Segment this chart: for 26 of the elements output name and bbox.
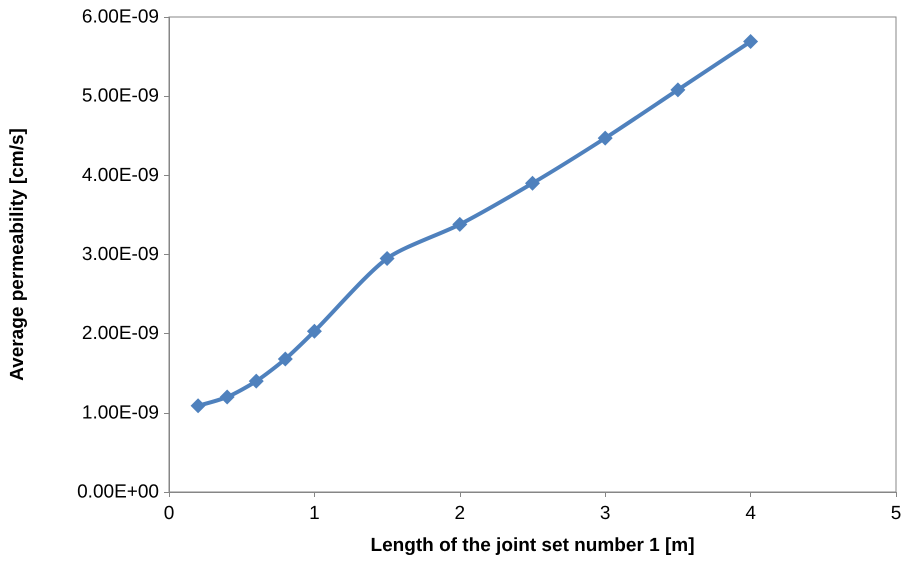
point bbox=[306, 324, 322, 339]
y-tick-label: 0.00E+00 bbox=[77, 482, 159, 502]
x-tick-label: 1 bbox=[309, 503, 320, 524]
y-tick-label: 4.00E-09 bbox=[82, 164, 159, 186]
point bbox=[248, 374, 264, 389]
y-tick-label: 6.00E-09 bbox=[82, 6, 159, 28]
point bbox=[190, 398, 206, 414]
x-tick-label: 0 bbox=[164, 503, 174, 524]
y-tick-label: 3.00E-09 bbox=[82, 244, 159, 265]
x-axis-title: Length of the joint set number 1 [m] bbox=[370, 535, 695, 556]
point bbox=[598, 130, 613, 146]
point bbox=[670, 82, 686, 98]
point bbox=[278, 352, 293, 366]
point bbox=[452, 216, 468, 232]
x-tick-label: 5 bbox=[890, 503, 902, 524]
point bbox=[220, 390, 235, 404]
point bbox=[525, 176, 540, 191]
y-axis-title: Average permeability [cm/s] bbox=[7, 128, 28, 381]
y-tick-label: 5.00E-09 bbox=[82, 86, 159, 107]
point bbox=[380, 250, 395, 266]
point bbox=[743, 34, 758, 50]
x-tick-label: 2 bbox=[454, 503, 466, 524]
y-tick-label: 1.00E-09 bbox=[82, 402, 159, 424]
y-tick-label: 2.00E-09 bbox=[82, 323, 159, 344]
x-tick-label: 4 bbox=[745, 503, 756, 524]
x-tick-label: 3 bbox=[600, 503, 610, 524]
